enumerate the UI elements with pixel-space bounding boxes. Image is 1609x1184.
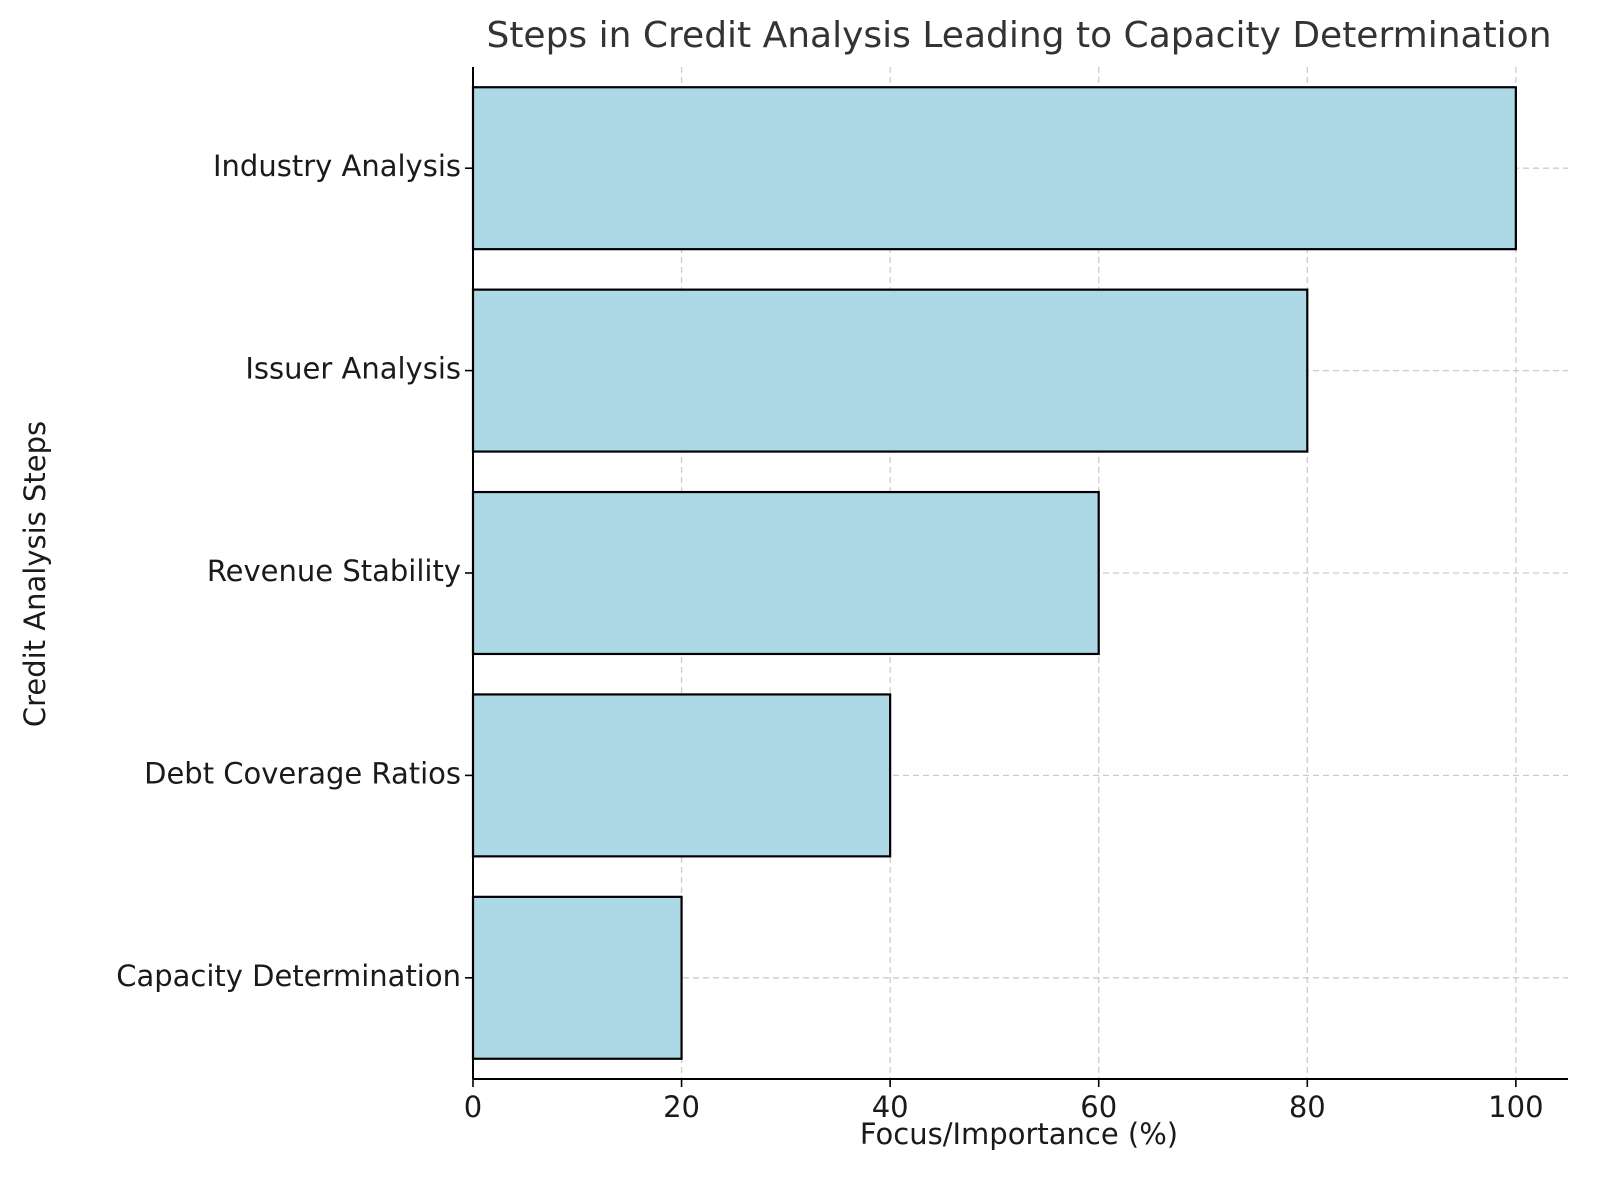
x-axis-label: Focus/Importance (%): [860, 1117, 1178, 1151]
bar-revenue-stability: [471, 490, 1100, 656]
bar-issuer-analysis: [471, 288, 1309, 453]
x-tick-label: 80: [1289, 1090, 1326, 1124]
y-tick-label: Revenue Stability: [207, 554, 461, 588]
y-tick-label: Capacity Determination: [116, 959, 461, 993]
ticks: Industry Analysis Issuer Analysis Revenue …: [116, 149, 1543, 1124]
y-tick-label: Debt Coverage Ratios: [144, 756, 461, 790]
x-tick-label: 20: [663, 1090, 700, 1124]
y-tick-label: Industry Analysis: [213, 149, 461, 183]
bars: [471, 86, 1517, 1060]
y-axis-label: Credit Analysis Steps: [18, 421, 52, 727]
bar-capacity-determination: [471, 895, 683, 1060]
x-tick-label: 60: [1080, 1090, 1117, 1124]
x-tick-label: 40: [872, 1090, 909, 1124]
y-tick-label: Issuer Analysis: [245, 352, 461, 386]
x-tick-label: 0: [464, 1090, 482, 1124]
x-tick-label: 100: [1488, 1090, 1543, 1124]
bar-industry-analysis: [471, 86, 1517, 251]
bar-debt-coverage-ratios: [471, 693, 892, 858]
chart-title: Steps in Credit Analysis Leading to Capa…: [486, 15, 1551, 56]
